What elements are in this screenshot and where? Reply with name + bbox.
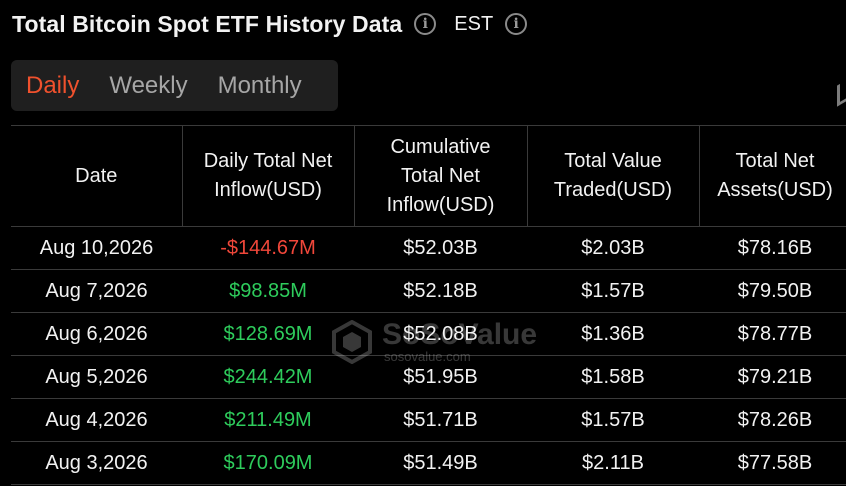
- cell-cumulative-inflow: $52.08B: [354, 312, 527, 356]
- cell-date: Aug 5,2026: [11, 355, 182, 399]
- tab-monthly[interactable]: Monthly: [217, 71, 302, 99]
- cell-value-traded: $1.57B: [527, 398, 699, 442]
- cell-value-traded: $1.57B: [527, 269, 699, 313]
- cell-cumulative-inflow: $52.18B: [354, 269, 527, 313]
- cell-value-traded: $1.36B: [527, 312, 699, 356]
- cell-daily-inflow: $211.49M: [182, 398, 354, 442]
- cell-daily-inflow: $170.09M: [182, 441, 354, 485]
- scroll-arrow-icon[interactable]: [837, 80, 846, 107]
- period-tabs: Daily Weekly Monthly: [11, 60, 338, 111]
- column-header-net-assets[interactable]: Total Net Assets(USD): [699, 125, 846, 227]
- timezone-info-icon[interactable]: i: [505, 13, 528, 35]
- table-row: Aug 4,2026 $211.49M $51.71B $1.57B $78.2…: [11, 398, 846, 442]
- cell-daily-inflow: -$144.67M: [182, 226, 354, 270]
- page-title: Total Bitcoin Spot ETF History Data: [12, 10, 403, 37]
- cell-date: Aug 6,2026: [11, 312, 182, 356]
- cell-date: Aug 4,2026: [11, 398, 182, 442]
- tab-daily[interactable]: Daily: [26, 71, 80, 99]
- cell-date: Aug 3,2026: [11, 441, 182, 485]
- table-row: Aug 6,2026 $128.69M $52.08B $1.36B $78.7…: [11, 312, 846, 356]
- column-header-cumulative-inflow[interactable]: Cumulative Total Net Inflow(USD): [354, 125, 528, 227]
- column-header-daily-inflow[interactable]: Daily Total Net Inflow(USD): [182, 125, 355, 227]
- page-header: Total Bitcoin Spot ETF History Data i ES…: [12, 8, 528, 40]
- info-icon[interactable]: i: [414, 13, 437, 35]
- tab-weekly[interactable]: Weekly: [109, 71, 188, 99]
- cell-net-assets: $79.50B: [699, 269, 846, 313]
- cell-cumulative-inflow: $51.49B: [354, 441, 527, 485]
- column-header-date[interactable]: Date: [11, 125, 183, 227]
- cell-net-assets: $78.26B: [699, 398, 846, 442]
- table-row: Aug 5,2026 $244.42M $51.95B $1.58B $79.2…: [11, 355, 846, 399]
- table-row: Aug 10,2026 -$144.67M $52.03B $2.03B $78…: [11, 226, 846, 270]
- column-header-value-traded[interactable]: Total Value Traded(USD): [527, 125, 700, 227]
- cell-net-assets: $78.77B: [699, 312, 846, 356]
- cell-date: Aug 10,2026: [11, 226, 182, 270]
- cell-date: Aug 7,2026: [11, 269, 182, 313]
- cell-cumulative-inflow: $52.03B: [354, 226, 527, 270]
- cell-cumulative-inflow: $51.71B: [354, 398, 527, 442]
- table-row: Aug 3,2026 $170.09M $51.49B $2.11B $77.5…: [11, 441, 846, 485]
- timezone-label: EST: [454, 12, 494, 35]
- cell-daily-inflow: $244.42M: [182, 355, 354, 399]
- cell-value-traded: $2.11B: [527, 441, 699, 485]
- cell-net-assets: $79.21B: [699, 355, 846, 399]
- cell-daily-inflow: $128.69M: [182, 312, 354, 356]
- cell-net-assets: $78.16B: [699, 226, 846, 270]
- column-header-value-traded-label: Total Value Traded(USD): [553, 150, 673, 201]
- cell-daily-inflow: $98.85M: [182, 269, 354, 313]
- cell-cumulative-inflow: $51.95B: [354, 355, 527, 399]
- cell-value-traded: $1.58B: [527, 355, 699, 399]
- table-header-row: Date Daily Total Net Inflow(USD) Cumulat…: [11, 125, 846, 227]
- column-header-daily-inflow-label: Daily Total Net Inflow(USD): [203, 150, 333, 201]
- column-header-cumulative-inflow-label: Cumulative Total Net Inflow(USD): [386, 135, 495, 216]
- column-header-net-assets-label: Total Net Assets(USD): [717, 150, 833, 201]
- cell-net-assets: $77.58B: [699, 441, 846, 485]
- cell-value-traded: $2.03B: [527, 226, 699, 270]
- etf-history-table: Date Daily Total Net Inflow(USD) Cumulat…: [11, 125, 846, 485]
- table-row: Aug 7,2026 $98.85M $52.18B $1.57B $79.50…: [11, 269, 846, 313]
